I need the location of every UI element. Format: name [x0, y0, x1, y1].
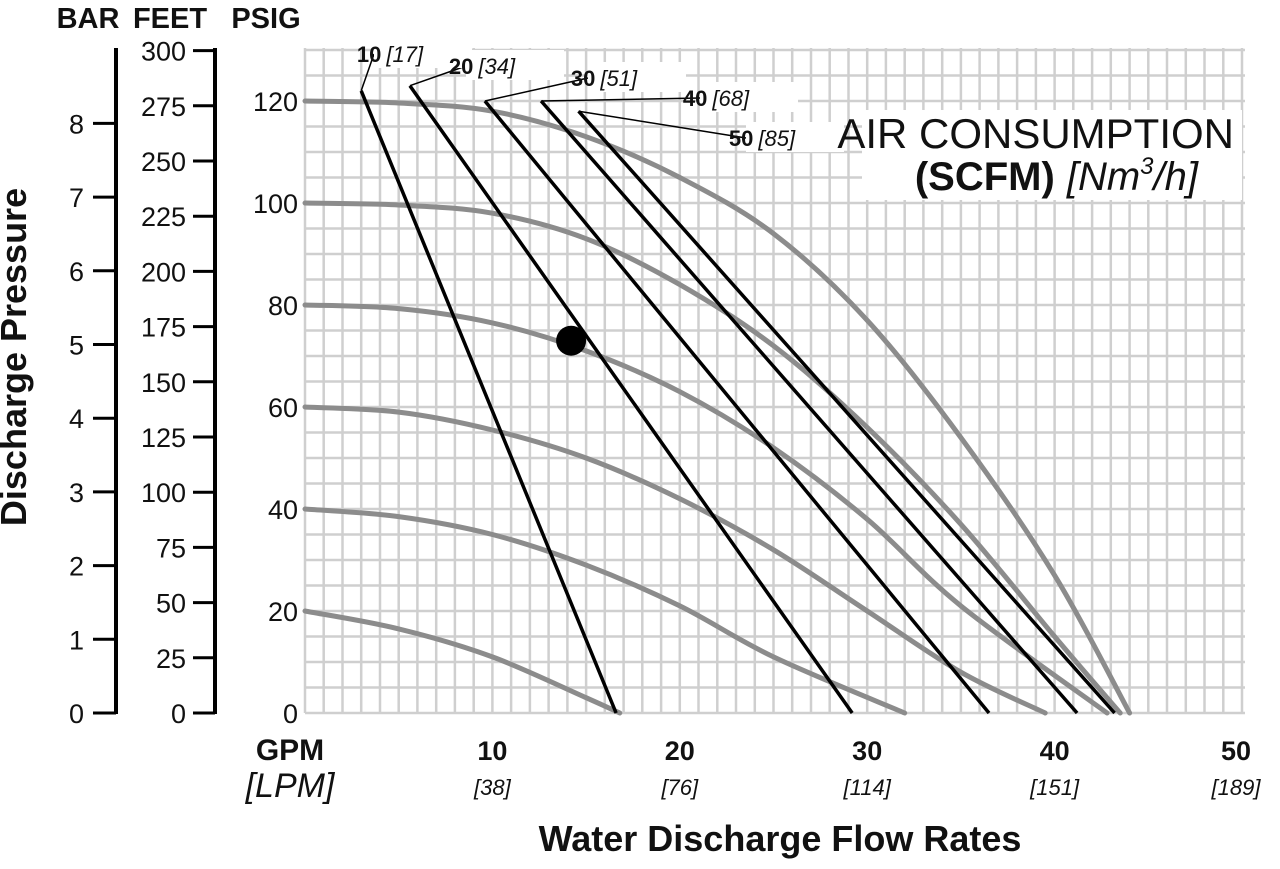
- air-label-background: [700, 82, 798, 112]
- psig-tick-label: 120: [253, 87, 298, 117]
- pressure-curve: [302, 506, 908, 716]
- pressure-curve: [302, 200, 1123, 716]
- x-axis-title: Water Discharge Flow Rates: [539, 818, 1022, 859]
- feet-tick-label: 300: [141, 37, 186, 67]
- y-axis-title: Discharge Pressure: [0, 188, 34, 526]
- bar-tick-label: 6: [69, 257, 84, 287]
- legend-title: AIR CONSUMPTION: [837, 110, 1234, 157]
- air-line-label-scfm: 30: [571, 66, 595, 91]
- feet-tick-label: 0: [171, 699, 186, 729]
- feet-tick-label: 150: [141, 368, 186, 398]
- legend-background: [862, 110, 1242, 200]
- air-consumption-line: [577, 110, 1116, 715]
- air-consumption-line: [483, 99, 991, 715]
- x-tick-label: 20: [665, 736, 695, 766]
- x-tick-sublabel: [189]: [1211, 775, 1262, 800]
- bar-tick-label: 5: [69, 331, 84, 361]
- air-line-label-scfm: 10: [357, 42, 381, 67]
- air-line-label: 20 [34]: [449, 54, 516, 79]
- air-line-label-metric: [68]: [711, 86, 750, 111]
- air-line-label-scfm: 20: [449, 54, 473, 79]
- x-tick-label: 40: [1040, 736, 1070, 766]
- feet-tick-label: 200: [141, 257, 186, 287]
- air-label-leader: [541, 97, 701, 102]
- x-tick-sublabel: [76]: [660, 775, 699, 800]
- psig-tick-label: 100: [253, 189, 298, 219]
- air-label-leader: [578, 110, 747, 139]
- air-label-background: [746, 122, 844, 152]
- air-label-background: [588, 62, 686, 92]
- air-label-leader: [484, 77, 589, 102]
- air-consumption-line: [408, 84, 854, 715]
- air-consumption-lines: [359, 84, 1116, 715]
- pressure-curve: [302, 608, 623, 716]
- air-line-label-metric: [34]: [477, 54, 516, 79]
- air-label-leaders: [360, 53, 747, 139]
- air-line-label: 50 [85]: [729, 126, 796, 151]
- x-tick-label: 30: [852, 736, 882, 766]
- air-line-label-metric: [85]: [757, 126, 796, 151]
- bar-tick-label: 7: [69, 183, 84, 213]
- bar-tick-label: 8: [69, 109, 84, 139]
- bar-tick-label: 4: [69, 404, 84, 434]
- feet-tick-label: 225: [141, 202, 186, 232]
- axes: [93, 48, 217, 715]
- feet-tick-label: 125: [141, 423, 186, 453]
- feet-tick-label: 250: [141, 147, 186, 177]
- x-unit-lpm: [LPM]: [245, 767, 336, 805]
- x-tick-sublabel: [114]: [843, 775, 892, 800]
- air-consumption-line: [539, 99, 1079, 715]
- x-tick-label: 50: [1221, 736, 1251, 766]
- air-label-background: [466, 50, 564, 80]
- pressure-curve: [302, 404, 1048, 716]
- x-tick-sublabel: [38]: [473, 775, 512, 800]
- psig-tick-label: 0: [283, 699, 298, 729]
- air-line-label-scfm: 40: [683, 86, 707, 111]
- bar-tick-label: 1: [69, 625, 84, 655]
- feet-tick-label: 275: [141, 92, 186, 122]
- bar-tick-label: 2: [69, 552, 84, 582]
- operating-point: [556, 325, 587, 356]
- air-label-leader: [360, 53, 375, 92]
- air-line-label-metric: [51]: [599, 66, 638, 91]
- air-label-leader: [409, 65, 467, 87]
- air-line-label-scfm: 50: [729, 126, 753, 151]
- psig-tick-label: 80: [268, 291, 298, 321]
- legend-per-hour: /h]: [1151, 155, 1199, 199]
- feet-tick-label: 175: [141, 313, 186, 343]
- legend-scfm: (SCFM): [915, 155, 1055, 199]
- air-line-labels: 10 [17] 20 [34] 30 [51] 40 [68] 50 [85]: [357, 38, 844, 152]
- pressure-curve: [302, 302, 1110, 716]
- air-label-background: [374, 38, 472, 68]
- pressure-curves: [302, 98, 1133, 716]
- legend-units: (SCFM) [Nm3/h]: [915, 153, 1199, 199]
- bar-tick-label: 3: [69, 478, 84, 508]
- feet-tick-label: 100: [141, 478, 186, 508]
- operating-point-group: [556, 325, 587, 356]
- air-consumption-line: [359, 90, 618, 714]
- air-line-label: 40 [68]: [683, 86, 750, 111]
- pressure-curve: [302, 98, 1133, 716]
- legend-superscript: 3: [1140, 153, 1154, 180]
- tick-labels: 0204060801001200255075100125150175200225…: [69, 37, 1261, 800]
- x-unit-gpm: GPM: [256, 734, 324, 767]
- feet-tick-label: 50: [156, 589, 186, 619]
- bar-axis-header: BAR: [57, 3, 120, 35]
- psig-axis-header: PSIG: [231, 3, 300, 35]
- feet-axis-header: FEET: [133, 3, 207, 35]
- x-tick-sublabel: [151]: [1029, 775, 1080, 800]
- psig-tick-label: 40: [268, 495, 298, 525]
- air-line-label: 30 [51]: [571, 66, 638, 91]
- air-line-label-metric: [17]: [385, 42, 424, 67]
- feet-tick-label: 75: [156, 533, 186, 563]
- psig-tick-label: 20: [268, 597, 298, 627]
- air-line-label: 10 [17]: [357, 42, 424, 67]
- x-tick-label: 10: [477, 736, 507, 766]
- psig-tick-label: 60: [268, 393, 298, 423]
- bar-tick-label: 0: [69, 699, 84, 729]
- feet-tick-label: 25: [156, 644, 186, 674]
- legend-nm: [Nm: [1066, 155, 1140, 199]
